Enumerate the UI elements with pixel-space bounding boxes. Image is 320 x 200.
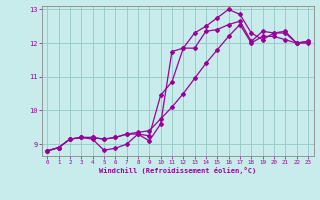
- X-axis label: Windchill (Refroidissement éolien,°C): Windchill (Refroidissement éolien,°C): [99, 167, 256, 174]
